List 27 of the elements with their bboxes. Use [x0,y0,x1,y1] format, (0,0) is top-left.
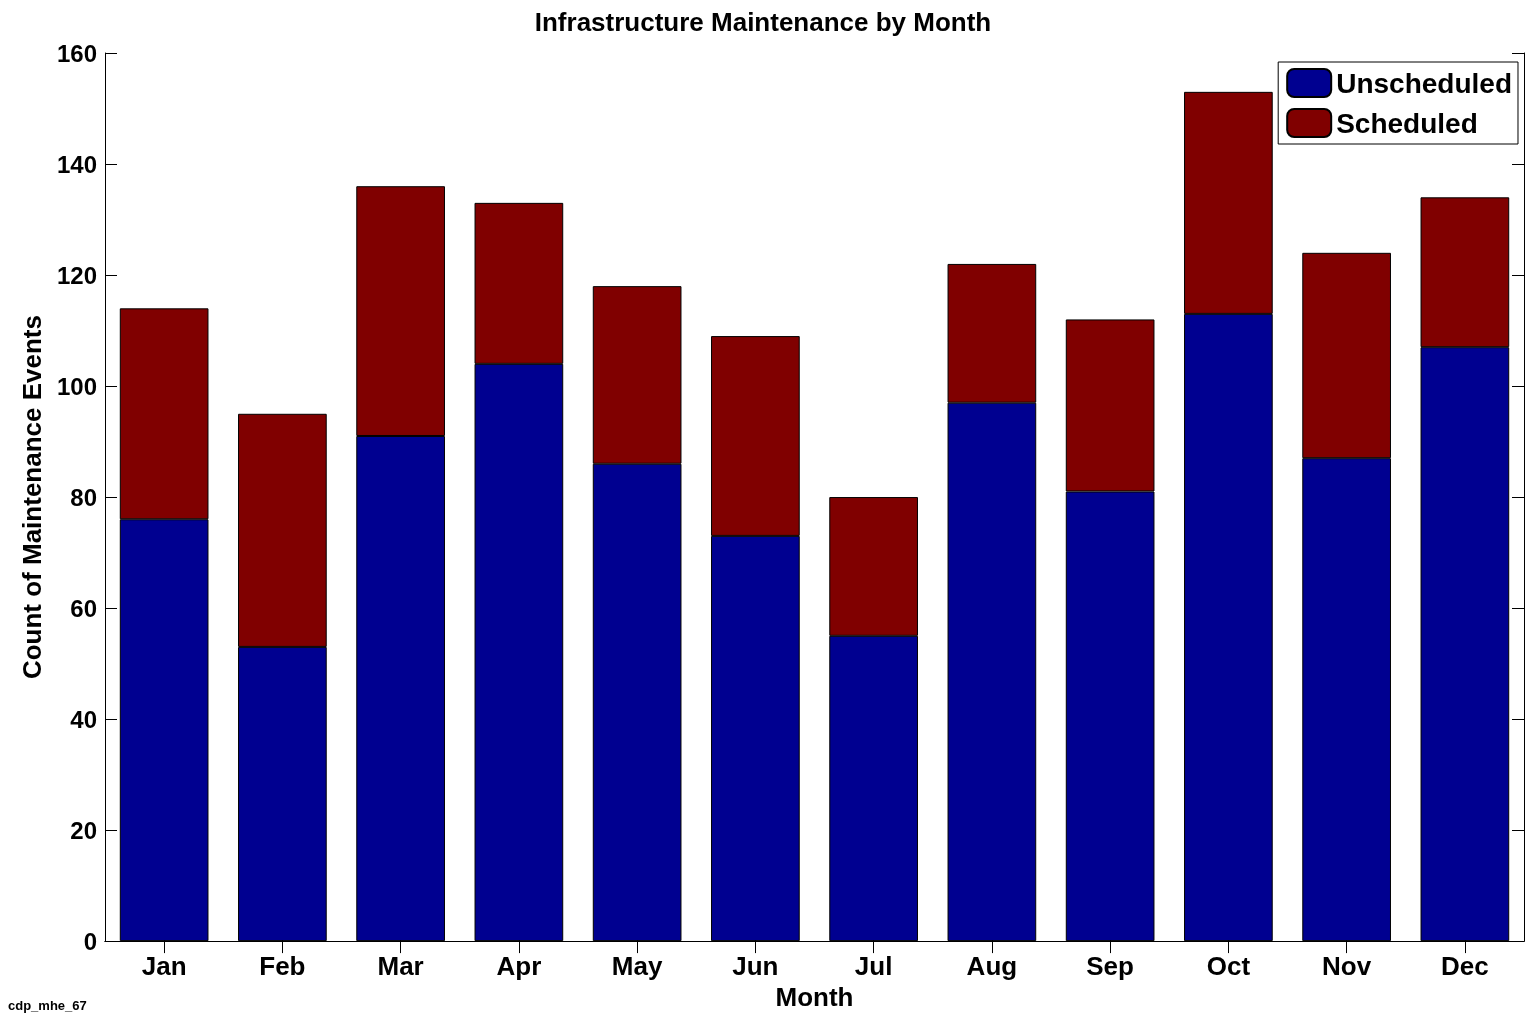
chart-title: Infrastructure Maintenance by Month [534,7,992,37]
x-tick-label: Jan [141,951,187,982]
y-axis-title: Count of Maintenance Events [17,315,47,680]
legend-label: Unscheduled [1336,67,1513,99]
x-tick-label: Jun [732,951,779,982]
x-tick-label: Apr [496,951,542,982]
y-tick-label: 20 [70,816,97,844]
x-tick-label: Feb [259,951,306,982]
y-tick-label: 40 [70,705,97,733]
y-tick-label: 60 [70,594,97,622]
x-tick-label: Mar [377,951,424,982]
x-tick-label: Jul [854,951,893,982]
y-tick-label: 100 [56,372,97,400]
x-tick-label: Nov [1322,951,1372,982]
x-tick-label: Aug [966,951,1018,982]
x-tick-label: May [611,951,663,982]
y-tick-label: 140 [56,150,97,178]
x-axis-title: Month [775,982,854,1012]
x-tick-label: Oct [1206,951,1251,982]
y-tick-label: 120 [56,261,97,289]
x-tick-label: Dec [1441,951,1489,982]
x-tick-label: Sep [1086,951,1134,982]
legend-label: Scheduled [1336,107,1478,139]
text: cdp_mhe_67 [8,998,87,1013]
y-tick-label: 160 [56,39,97,67]
y-tick-label: 0 [83,927,97,955]
y-tick-label: 80 [70,483,97,511]
